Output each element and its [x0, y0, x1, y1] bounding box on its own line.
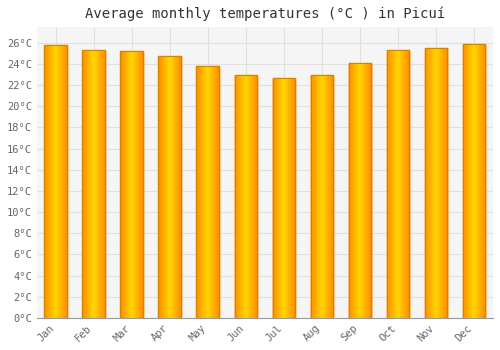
Title: Average monthly temperatures (°C ) in Picuí: Average monthly temperatures (°C ) in Pi…	[85, 7, 445, 21]
Bar	[272, 78, 295, 318]
Bar	[82, 50, 105, 318]
Bar	[158, 56, 182, 318]
Bar	[310, 76, 334, 318]
Bar	[386, 50, 409, 318]
Bar	[424, 48, 448, 318]
Bar	[120, 51, 144, 318]
Bar	[462, 44, 485, 318]
Bar	[44, 45, 67, 318]
Bar	[348, 63, 372, 318]
Bar	[196, 66, 220, 318]
Bar	[234, 76, 258, 318]
